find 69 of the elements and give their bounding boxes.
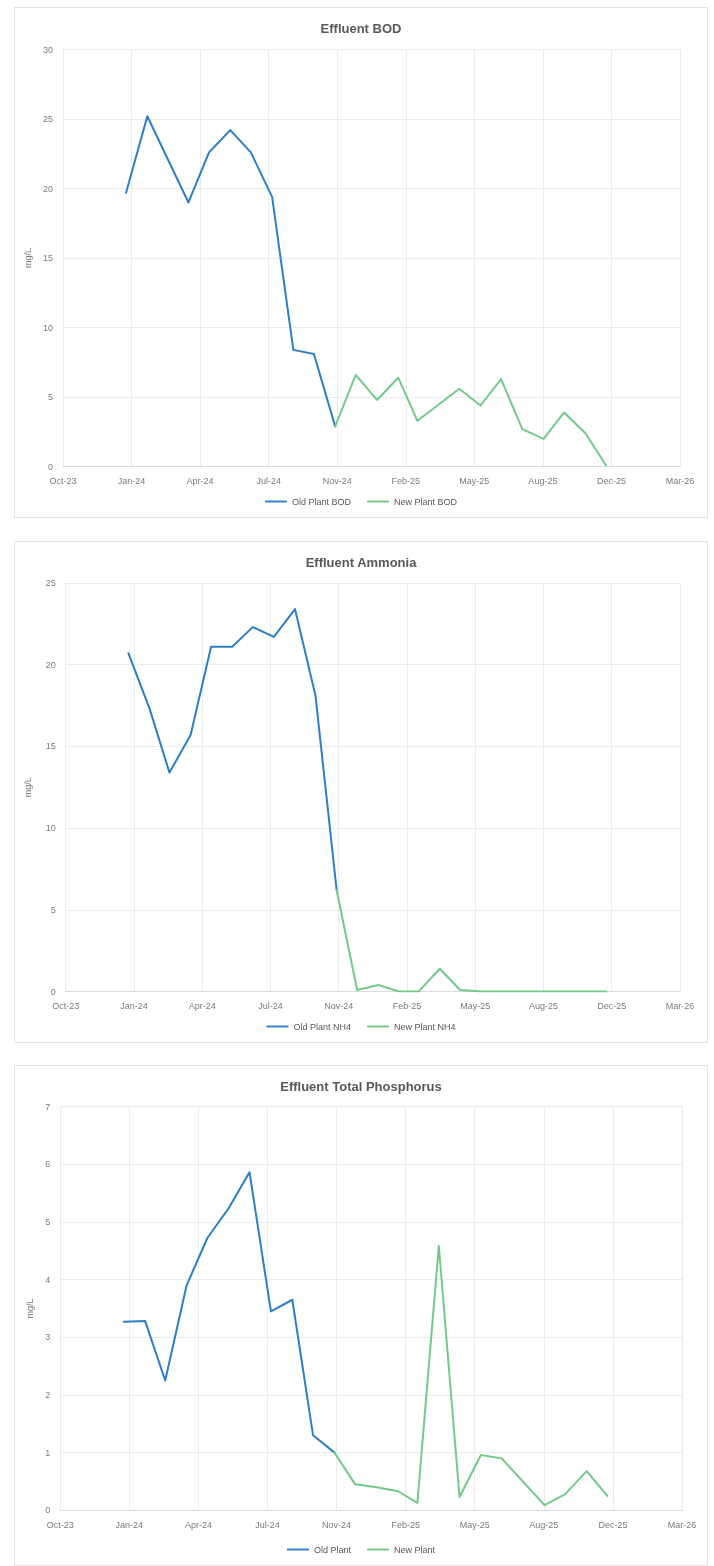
legend-label: Old Plant NH4 [293, 1021, 352, 1032]
x-tick-label: May-25 [459, 1519, 490, 1530]
x-tick-label: Feb-25 [391, 476, 421, 487]
y-tick-label: 25 [45, 578, 56, 588]
legend-label: Old Plant BOD [291, 496, 352, 507]
y-tick-label: 10 [45, 823, 56, 834]
x-tick-label: Nov-24 [322, 476, 352, 487]
y-tick-label: 6 [45, 1159, 51, 1170]
x-tick-label: Jul-24 [256, 476, 281, 487]
line-series [334, 373, 607, 467]
y-axis-title: mg/L [24, 1298, 35, 1319]
x-tick-label: Aug-25 [529, 1519, 559, 1530]
x-tick-label: Nov-24 [322, 1519, 352, 1530]
x-tick-label: Oct-23 [46, 1519, 74, 1530]
x-tick-label: Aug-25 [528, 1001, 558, 1012]
line-series [335, 889, 608, 993]
x-tick-label: Dec-25 [596, 476, 626, 487]
x-tick-label: Oct-23 [49, 476, 77, 487]
y-tick-label: 10 [42, 322, 53, 333]
chart-title: Effluent BOD [320, 21, 402, 36]
y-tick-label: 0 [47, 461, 53, 472]
chart-title: Effluent Ammonia [305, 555, 418, 570]
x-tick-label: Nov-24 [324, 1001, 354, 1012]
x-tick-label: Oct-23 [52, 1001, 80, 1012]
chart-title: Effluent Total Phosphorus [280, 1079, 442, 1094]
x-tick-label: Jan-24 [117, 476, 146, 487]
x-tick-label: Apr-24 [188, 1001, 216, 1012]
legend-label: New Plant [394, 1544, 436, 1555]
y-tick-label: 25 [42, 114, 53, 125]
y-tick-label: 0 [45, 1505, 51, 1516]
x-tick-label: Dec-25 [597, 1001, 627, 1012]
line-series [333, 1245, 609, 1507]
y-tick-label: 5 [47, 392, 53, 403]
y-tick-label: 2 [45, 1389, 51, 1400]
x-tick-label: Mar-26 [665, 1001, 695, 1012]
x-tick-label: Feb-25 [392, 1001, 422, 1012]
y-tick-label: 15 [45, 741, 56, 752]
x-tick-label: Jul-24 [255, 1519, 280, 1530]
x-tick-label: Jul-24 [258, 1001, 283, 1012]
line-series [127, 608, 338, 892]
x-tick-label: Mar-26 [667, 1519, 697, 1530]
y-tick-label: 5 [45, 1216, 51, 1227]
y-tick-label: 20 [42, 183, 53, 194]
y-tick-label: 15 [42, 253, 53, 264]
y-tick-label: 1 [45, 1447, 51, 1458]
x-tick-label: Aug-25 [528, 476, 558, 487]
x-tick-label: Mar-26 [665, 476, 695, 487]
x-tick-label: Jan-24 [115, 1519, 144, 1530]
x-tick-label: Dec-25 [598, 1519, 628, 1530]
x-tick-label: Apr-24 [184, 1519, 212, 1530]
y-axis-title: mg/L [22, 248, 33, 269]
x-tick-label: May-25 [460, 1001, 491, 1012]
x-tick-label: Feb-25 [391, 1519, 420, 1530]
line-series [122, 1171, 336, 1454]
y-tick-label: 0 [50, 986, 56, 997]
y-tick-label: 3 [45, 1332, 51, 1343]
legend-label: New Plant NH4 [394, 1021, 456, 1032]
legend-label: New Plant BOD [394, 496, 458, 507]
x-tick-label: May-25 [459, 476, 490, 487]
y-tick-label: 5 [50, 904, 56, 915]
y-tick-label: 20 [45, 659, 56, 670]
x-tick-label: Apr-24 [186, 476, 214, 487]
line-series [125, 115, 337, 428]
y-tick-label: 4 [45, 1274, 51, 1285]
y-axis-title: mg/L [23, 777, 34, 798]
y-tick-label: 7 [45, 1101, 51, 1112]
legend-label: Old Plant [313, 1544, 352, 1555]
y-tick-label: 30 [42, 44, 53, 55]
x-tick-label: Jan-24 [120, 1001, 148, 1012]
